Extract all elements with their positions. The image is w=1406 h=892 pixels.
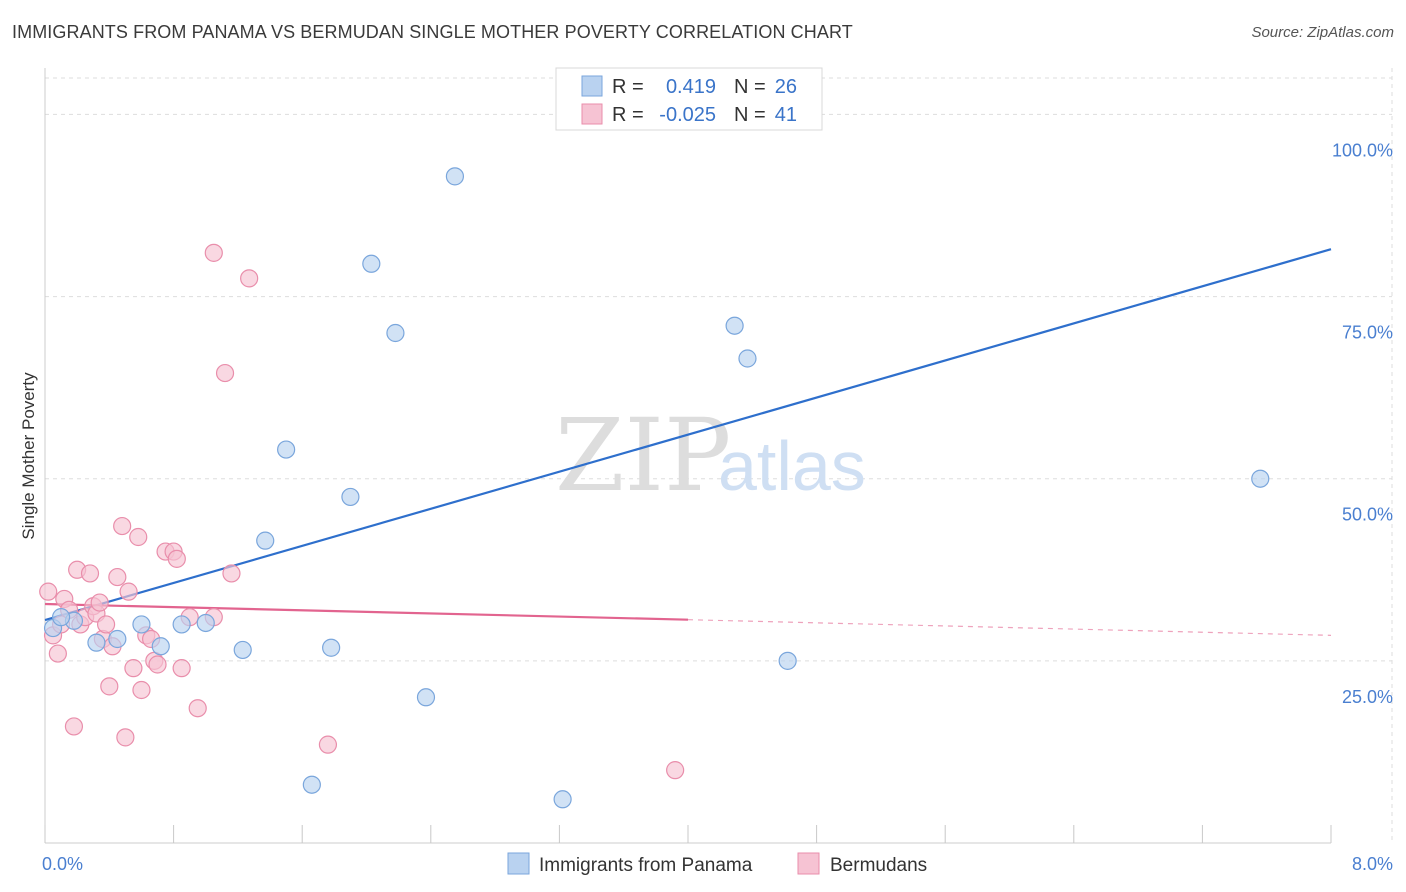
stats-swatch-bermudans <box>581 103 603 125</box>
point-panama <box>277 440 296 459</box>
point-bermudans <box>318 735 338 754</box>
point-panama <box>196 613 215 633</box>
point-panama <box>778 651 797 670</box>
legend: Immigrants from Panama Bermudans <box>507 852 927 876</box>
point-panama <box>1251 469 1270 488</box>
trend-lines <box>44 248 1332 636</box>
point-bermudans <box>167 549 186 568</box>
x-tick-label: 8.0% <box>1352 854 1393 874</box>
point-bermudans <box>188 699 207 718</box>
source-credit: Source: ZipAtlas.com <box>1251 24 1394 41</box>
legend-label-panama: Immigrants from Panama <box>539 855 753 876</box>
point-panama <box>341 487 360 507</box>
data-points <box>39 105 1270 809</box>
point-panama <box>87 633 106 652</box>
point-bermudans <box>204 243 223 262</box>
point-panama <box>725 316 744 335</box>
point-bermudans <box>215 363 235 383</box>
point-panama <box>322 638 341 657</box>
stats-r-label-panama: R = <box>612 76 644 98</box>
point-bermudans <box>172 659 191 678</box>
tick-labels: 25.0% 50.0% 75.0% 100.0% 0.0% 8.0% <box>42 140 1393 874</box>
point-panama <box>172 615 191 634</box>
point-panama <box>553 790 572 809</box>
stats-n-value-bermudans: 41 <box>775 104 797 126</box>
point-bermudans <box>222 564 241 583</box>
point-panama <box>302 775 321 794</box>
point-panama <box>233 640 252 660</box>
point-panama <box>108 629 127 649</box>
point-panama <box>386 323 405 343</box>
point-panama <box>256 531 275 550</box>
legend-swatch-bermudans <box>797 852 820 875</box>
point-bermudans <box>116 728 135 747</box>
point-panama <box>445 167 465 186</box>
point-panama <box>51 608 71 627</box>
watermark-atlas: atlas <box>718 427 866 505</box>
point-bermudans <box>129 527 148 547</box>
point-bermudans <box>90 593 109 612</box>
chart-title: IMMIGRANTS FROM PANAMA VS BERMUDAN SINGL… <box>12 22 853 42</box>
point-bermudans <box>119 582 138 601</box>
point-bermudans <box>80 564 100 583</box>
trend-line-bermudans <box>44 602 689 621</box>
point-bermudans <box>39 582 58 601</box>
stats-r-label-bermudans: R = <box>612 104 644 126</box>
point-panama <box>738 349 757 368</box>
point-bermudans <box>132 680 151 700</box>
point-bermudans <box>148 655 167 674</box>
y-tick-label: 100.0% <box>1332 140 1393 160</box>
axes <box>44 68 1332 844</box>
y-tick-label: 75.0% <box>1342 323 1393 343</box>
point-panama <box>416 688 436 707</box>
stats-n-label-panama: N = <box>734 76 766 98</box>
stats-r-value-panama: 0.419 <box>666 76 716 98</box>
point-bermudans <box>113 516 132 536</box>
point-bermudans <box>124 659 143 678</box>
point-bermudans <box>96 615 116 634</box>
point-bermudans <box>666 761 685 780</box>
stats-swatch-panama <box>581 75 603 97</box>
stats-n-label-bermudans: N = <box>734 104 766 126</box>
point-bermudans <box>240 269 259 288</box>
stats-box: R = 0.419 N = 26 R = -0.025 N = 41 <box>555 67 823 131</box>
point-bermudans <box>64 717 84 736</box>
y-tick-label: 25.0% <box>1342 687 1393 707</box>
y-axis-label: Single Mother Poverty <box>19 372 38 540</box>
point-panama <box>132 615 151 634</box>
stats-n-value-panama: 26 <box>775 76 797 98</box>
legend-swatch-panama <box>507 852 530 875</box>
x-tick-label: 0.0% <box>42 854 83 874</box>
point-bermudans <box>100 677 119 696</box>
point-panama <box>362 254 381 273</box>
point-bermudans <box>48 644 67 663</box>
trend-line-panama <box>44 248 1332 622</box>
legend-label-bermudans: Bermudans <box>830 855 927 876</box>
trend-line-bermudans-extension <box>687 619 1332 636</box>
point-bermudans <box>108 567 127 587</box>
watermark-zip: ZIP <box>555 397 731 514</box>
y-tick-label: 50.0% <box>1342 505 1393 525</box>
point-panama <box>151 637 170 656</box>
stats-r-value-bermudans: -0.025 <box>659 104 716 126</box>
